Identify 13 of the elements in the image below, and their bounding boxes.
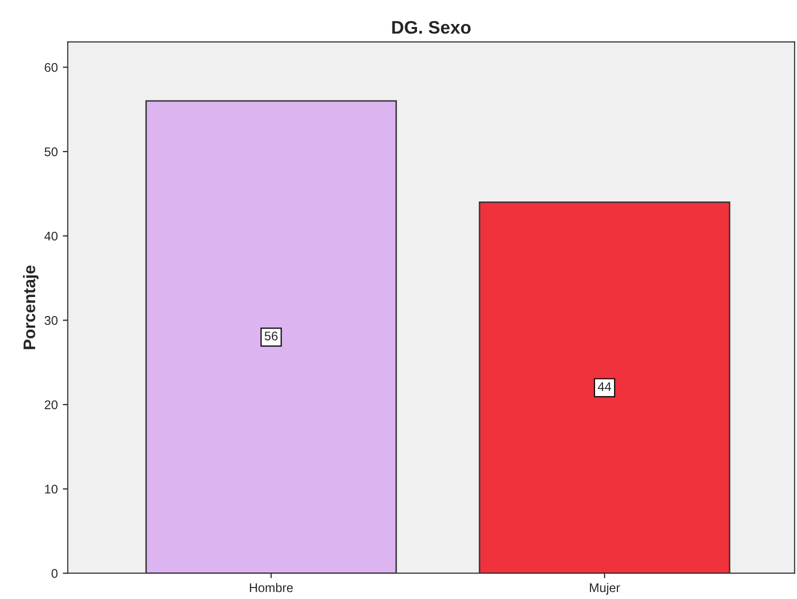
y-tick-label: 0 [52, 569, 58, 578]
y-tick-label: 40 [44, 232, 58, 241]
x-tick-label: Hombre [250, 582, 293, 592]
chart-title: DG. Sexo [392, 20, 471, 34]
y-tick-label: 20 [44, 400, 58, 410]
y-tick-label: 10 [45, 484, 58, 494]
data-label: 56 [264, 332, 278, 340]
y-tick-label: 50 [44, 147, 58, 156]
y-axis-title: Porcentaje [23, 266, 39, 350]
data-label: 44 [598, 382, 612, 391]
y-tick-label: 60 [44, 63, 58, 72]
y-tick-label: 30 [44, 316, 58, 325]
x-tick-label: Mujer [590, 582, 620, 595]
